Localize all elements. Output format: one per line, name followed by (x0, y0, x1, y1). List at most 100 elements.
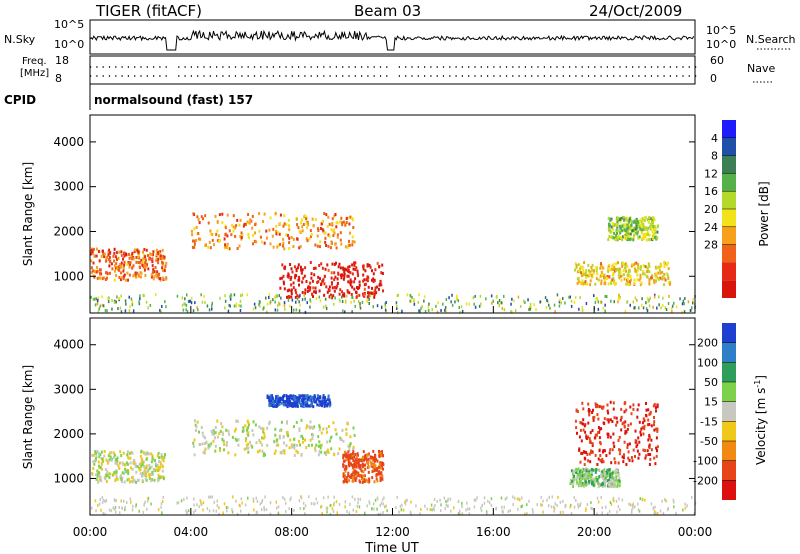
data-cell (289, 304, 291, 308)
data-cell (193, 438, 196, 442)
data-cell (664, 498, 666, 502)
data-cell (466, 501, 468, 505)
data-cell (354, 453, 357, 456)
data-cell (628, 442, 631, 446)
data-cell (91, 472, 94, 475)
data-cell (420, 306, 422, 310)
data-cell (588, 480, 591, 484)
data-cell (612, 273, 614, 277)
data-cell (627, 423, 630, 427)
data-cell (208, 509, 211, 513)
data-cell (372, 502, 375, 506)
data-cell (598, 430, 601, 434)
data-cell (140, 461, 143, 465)
data-cell (330, 296, 333, 300)
data-cell (362, 450, 365, 454)
data-cell (327, 244, 330, 248)
data-cell (240, 497, 243, 501)
data-cell (349, 271, 352, 275)
data-cell (286, 431, 289, 435)
data-cell (161, 263, 164, 267)
data-cell (358, 283, 361, 287)
data-cell (447, 504, 449, 508)
data-cell (582, 281, 585, 285)
data-cell (308, 425, 311, 429)
data-cell (365, 457, 368, 461)
data-cell (301, 440, 304, 444)
data-cell (380, 306, 383, 310)
data-cell (579, 421, 582, 424)
data-cell (666, 263, 668, 267)
data-cell (663, 272, 666, 276)
data-cell (606, 418, 609, 422)
data-cell (653, 420, 656, 424)
data-cell (638, 306, 640, 310)
x-tick-label: 00:00 (73, 525, 108, 539)
data-cell (350, 476, 353, 479)
data-cell (123, 472, 125, 476)
data-cell (120, 310, 123, 314)
data-cell (193, 419, 196, 423)
data-cell (341, 223, 344, 227)
data-cell (607, 468, 610, 472)
data-cell (159, 257, 162, 261)
velocity-ylabel: Slant Range [km] (21, 365, 35, 469)
data-cell (325, 304, 327, 308)
data-cell (648, 463, 651, 466)
data-cell (305, 217, 308, 221)
data-cell (306, 239, 309, 243)
data-cell (517, 507, 519, 511)
data-cell (603, 275, 606, 279)
data-cell (227, 506, 229, 509)
data-cell (506, 496, 508, 500)
data-cell (204, 447, 207, 451)
data-cell (628, 269, 631, 273)
data-cell (305, 280, 308, 283)
data-cell (396, 304, 398, 308)
data-cell (601, 506, 604, 510)
data-cell (266, 236, 268, 240)
data-cell (274, 400, 277, 403)
data-cell (551, 495, 553, 499)
data-cell (524, 512, 526, 516)
data-cell (115, 510, 117, 514)
data-cell (559, 500, 562, 504)
data-cell (347, 453, 350, 457)
data-cell (193, 503, 195, 507)
data-cell (620, 217, 623, 220)
data-cell (305, 426, 308, 430)
data-cell (575, 295, 577, 299)
data-cell (121, 480, 123, 483)
data-cell (276, 245, 279, 249)
data-feature-3 (574, 260, 672, 287)
data-cell (373, 295, 376, 299)
data-cell (353, 299, 355, 303)
data-cell (316, 281, 319, 284)
colorbar-tick-label: -100 (693, 455, 718, 468)
data-cell (488, 501, 491, 505)
data-cell (586, 481, 589, 485)
data-cell (326, 430, 328, 434)
data-cell (120, 454, 123, 458)
data-cell (382, 454, 384, 458)
data-cell (96, 276, 99, 280)
data-cell (283, 451, 286, 455)
data-cell (379, 452, 382, 456)
data-cell (626, 264, 629, 268)
data-cell (336, 277, 339, 281)
data-cell (619, 270, 622, 274)
data-cell (275, 500, 277, 504)
data-cell (115, 474, 118, 478)
data-cell (350, 463, 353, 467)
data-cell (372, 458, 375, 462)
data-cell (321, 219, 324, 223)
data-cell (539, 300, 541, 304)
plot-title: TIGER (fitACF) (95, 2, 202, 20)
data-cell (628, 217, 631, 221)
data-cell (332, 421, 335, 425)
data-cell (335, 500, 338, 504)
data-cell (448, 296, 450, 300)
data-cell (154, 266, 157, 269)
data-cell (228, 432, 231, 436)
